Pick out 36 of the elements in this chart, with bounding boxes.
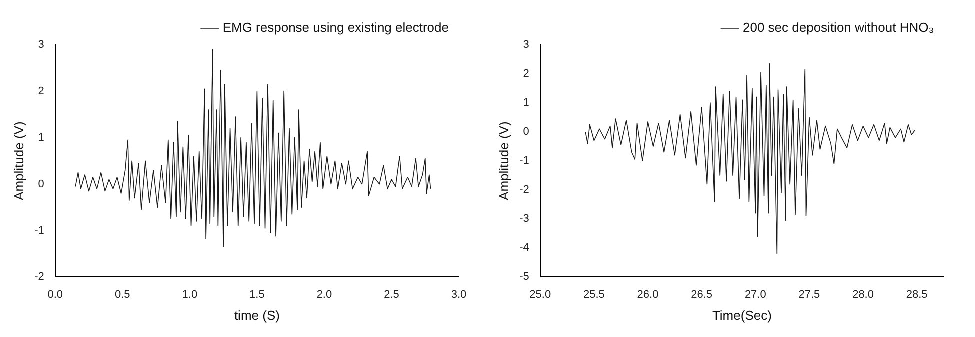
y-tick-label: 1 <box>38 132 44 144</box>
x-tick-label: 27.5 <box>798 288 820 301</box>
x-tick-label: 1.0 <box>182 288 198 301</box>
x-tick-label: 28.5 <box>906 288 928 301</box>
x-tick-label: 25.5 <box>583 288 605 301</box>
y-tick-label: 3 <box>38 39 44 52</box>
y-tick-label: -2 <box>520 184 530 196</box>
y-tick-label: 0 <box>38 178 44 190</box>
y-tick-label: 2 <box>523 68 530 80</box>
x-tick-label: 25.0 <box>530 288 552 301</box>
x-tick-label: 26.5 <box>691 288 713 301</box>
x-axis-title: Time(Sec) <box>712 308 772 323</box>
y-tick-label: -1 <box>34 224 44 237</box>
y-tick-label: -3 <box>520 213 530 226</box>
y-tick-label: -5 <box>520 271 530 284</box>
y-tick-label: 1 <box>523 97 530 110</box>
x-tick-label: 2.0 <box>316 288 332 301</box>
x-tick-label: 27.0 <box>744 288 766 301</box>
x-tick-label: 1.5 <box>250 288 265 301</box>
y-axis-title: Amplitude (V) <box>11 122 26 200</box>
x-axis-title: time (S) <box>234 308 280 323</box>
x-tick-label: 26.0 <box>637 288 659 301</box>
legend-label: 200 sec deposition without HNO₃ <box>742 20 934 36</box>
y-tick-label: 2 <box>38 85 44 98</box>
y-tick-label: -4 <box>520 242 530 254</box>
legend-label: EMG response using existing electrode <box>222 20 450 36</box>
y-tick-label: -2 <box>34 271 44 284</box>
x-tick-label: 0.0 <box>48 288 64 301</box>
x-tick-label: 0.5 <box>115 288 130 301</box>
y-axis-title: Amplitude (V) <box>496 122 512 200</box>
y-tick-label: -1 <box>520 155 530 168</box>
x-tick-label: 2.5 <box>384 288 400 301</box>
x-tick-label: 3.0 <box>451 288 467 301</box>
x-tick-label: 28.0 <box>852 288 874 301</box>
y-tick-label: 3 <box>523 39 530 52</box>
y-tick-label: 0 <box>523 126 530 138</box>
